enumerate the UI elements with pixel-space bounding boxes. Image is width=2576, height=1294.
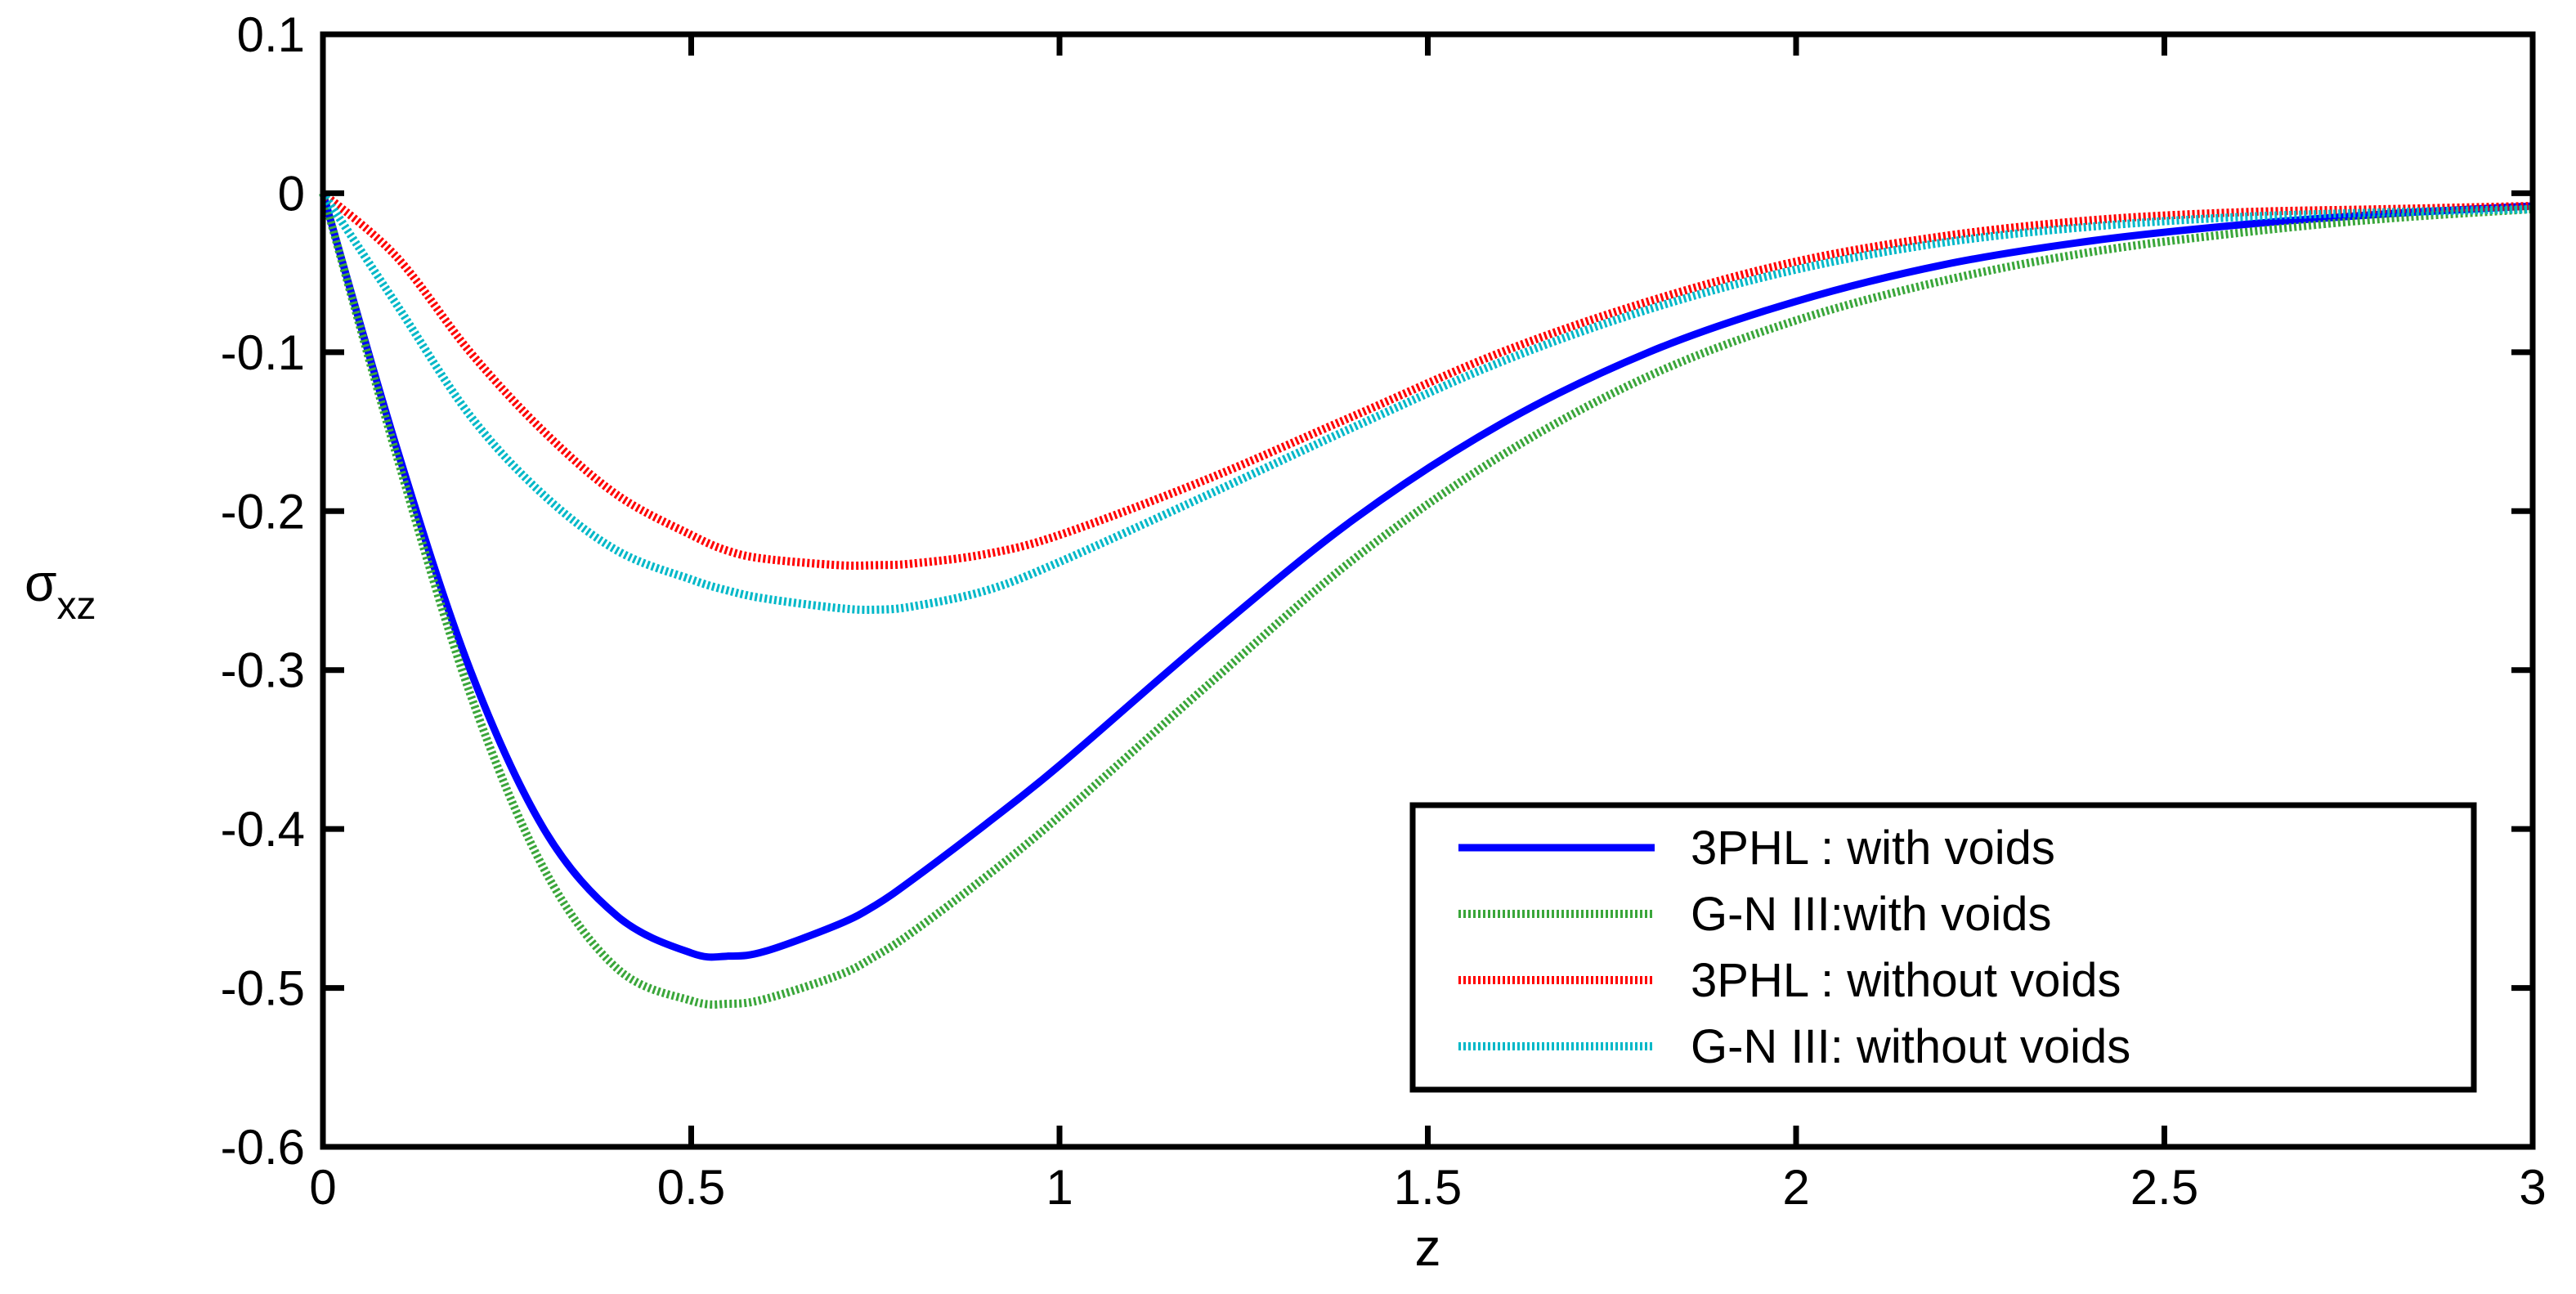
series-line [320, 190, 2533, 571]
y-tick-label: -0.1 [221, 325, 305, 380]
y-tick-label: 0 [278, 166, 305, 221]
y-tick-label: -0.6 [221, 1120, 305, 1175]
x-axis-label: z [1415, 1218, 1441, 1277]
series-line [319, 192, 2533, 1009]
y-axis-label-subscript: xz [57, 584, 96, 628]
y-tick-label: -0.4 [221, 802, 305, 857]
legend-label: 3PHL : without voids [1691, 954, 2121, 1007]
y-axis-label: σxz [25, 553, 96, 628]
x-tick-label: 0 [309, 1160, 336, 1215]
y-tick-label: -0.2 [221, 484, 305, 539]
legend-entries: 3PHL : with voids G-N III:with voids 3PHL … [1458, 822, 2130, 1073]
legend-label: G-N III: without voids [1691, 1020, 2130, 1073]
x-tick-label: 1.5 [1394, 1160, 1462, 1215]
x-tick-label: 1 [1046, 1160, 1073, 1215]
series-line [319, 192, 2533, 961]
x-tick-label: 2 [1782, 1160, 1809, 1215]
legend-label: G-N III:with voids [1691, 888, 2052, 941]
tick-layer: 0 0.5 1 1.5 2 2.5 3 0.1 0 -0.1 -0.2 -0.3 -0.4 -0.5 -0.… [221, 7, 2547, 1215]
x-tick-label: 2.5 [2130, 1160, 2198, 1215]
legend-box [1409, 802, 2477, 1093]
y-tick-label: 0.1 [237, 7, 305, 62]
x-tick-label: 0.5 [657, 1160, 725, 1215]
series-line [319, 190, 2533, 614]
y-tick-label: -0.3 [221, 643, 305, 698]
x-tick-label: 3 [2519, 1160, 2546, 1215]
series-layer [319, 190, 2533, 1009]
y-tick-label: -0.5 [221, 961, 305, 1016]
legend-label: 3PHL : with voids [1691, 822, 2055, 875]
legend: 3PHL : with voids G-N III:with voids 3PHL … [1409, 802, 2477, 1093]
y-axis-label-symbol: σ [25, 553, 57, 612]
